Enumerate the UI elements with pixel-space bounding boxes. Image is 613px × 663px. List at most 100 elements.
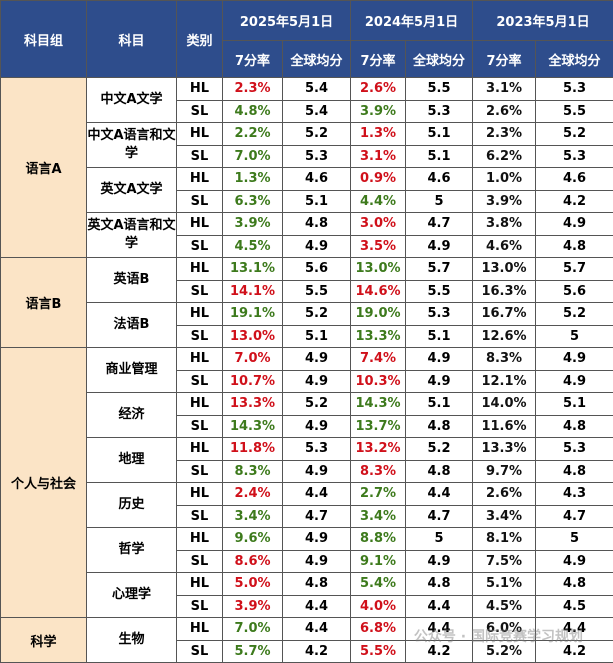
rate-cell: 4.6% [473,235,536,258]
rate-cell: 13.3% [223,393,283,416]
rate-cell: 11.8% [223,438,283,461]
rate-cell: 14.3% [223,415,283,438]
level-cell: SL [177,370,223,393]
avg-cell: 4.5 [536,595,613,618]
avg-cell: 5.6 [283,258,351,281]
avg-cell: 5.1 [536,393,613,416]
avg-cell: 5.2 [406,438,473,461]
avg-cell: 4.9 [406,348,473,371]
rate-cell: 19.0% [351,303,406,326]
rate-cell: 2.2% [223,123,283,146]
rate-cell: 2.3% [473,123,536,146]
rate-cell: 3.4% [473,505,536,528]
rate-cell: 8.1% [473,528,536,551]
avg-cell: 5 [406,528,473,551]
avg-cell: 4.8 [406,573,473,596]
rate-cell: 8.8% [351,528,406,551]
avg-cell: 5.5 [283,280,351,303]
rate-cell: 6.2% [473,145,536,168]
avg-cell: 4.6 [406,168,473,191]
level-cell: SL [177,235,223,258]
level-cell: HL [177,528,223,551]
avg-cell: 4.7 [406,505,473,528]
level-cell: SL [177,145,223,168]
avg-cell: 4.9 [536,370,613,393]
subject-cell: 商业管理 [87,348,177,393]
avg-cell: 4.7 [536,505,613,528]
avg-cell: 4.8 [536,460,613,483]
rate-cell: 2.6% [351,78,406,101]
rate-cell: 7.4% [351,348,406,371]
avg-cell: 4.6 [283,168,351,191]
rate-cell: 3.1% [473,78,536,101]
avg-cell: 4.6 [536,168,613,191]
level-cell: SL [177,640,223,663]
rate-cell: 9.1% [351,550,406,573]
rate-cell: 7.0% [223,145,283,168]
avg-cell: 5.1 [283,190,351,213]
rate-cell: 16.3% [473,280,536,303]
rate-cell: 14.6% [351,280,406,303]
group-cell: 语言A [1,78,87,258]
rate-cell: 9.6% [223,528,283,551]
year-header: 2024年5月1日 [351,1,473,41]
level-cell: HL [177,168,223,191]
subject-cell: 历史 [87,483,177,528]
avg-cell: 5.2 [283,393,351,416]
rate-cell: 4.0% [351,595,406,618]
avg-cell: 4.4 [283,618,351,641]
rate-cell: 13.0% [473,258,536,281]
group-cell: 个人与社会 [1,348,87,618]
avg-header: 全球均分 [406,41,473,78]
avg-cell: 5.2 [283,123,351,146]
avg-cell: 5.4 [283,78,351,101]
rate-cell: 3.9% [351,100,406,123]
avg-cell: 4.9 [283,550,351,573]
avg-cell: 4.9 [283,415,351,438]
avg-cell: 4.8 [283,573,351,596]
rate-cell: 14.0% [473,393,536,416]
avg-cell: 4.4 [283,595,351,618]
avg-cell: 4.9 [406,550,473,573]
level-cell: SL [177,550,223,573]
avg-cell: 5.5 [536,100,613,123]
rate-cell: 5.0% [223,573,283,596]
avg-cell: 5.4 [283,100,351,123]
rate-cell: 7.0% [223,348,283,371]
level-cell: HL [177,438,223,461]
level-cell: SL [177,505,223,528]
rate-cell: 8.3% [351,460,406,483]
level-cell: SL [177,415,223,438]
rate-cell: 13.3% [351,325,406,348]
rate-cell: 5.1% [473,573,536,596]
level-cell: HL [177,483,223,506]
rate-cell: 0.9% [351,168,406,191]
avg-cell: 5.1 [406,145,473,168]
avg-cell: 5 [536,325,613,348]
rate-cell: 3.0% [351,213,406,236]
rate-header: 7分率 [223,41,283,78]
rate-cell: 2.3% [223,78,283,101]
rate-cell: 19.1% [223,303,283,326]
avg-cell: 4.8 [536,573,613,596]
avg-cell: 4.9 [283,370,351,393]
avg-cell: 5 [406,190,473,213]
avg-cell: 5.1 [406,393,473,416]
level-cell: SL [177,460,223,483]
level-cell: SL [177,325,223,348]
rate-header: 7分率 [351,41,406,78]
avg-cell: 4.8 [406,415,473,438]
rate-cell: 1.3% [223,168,283,191]
avg-header: 全球均分 [283,41,351,78]
avg-cell: 5.3 [536,78,613,101]
avg-cell: 5.3 [536,438,613,461]
rate-cell: 10.7% [223,370,283,393]
